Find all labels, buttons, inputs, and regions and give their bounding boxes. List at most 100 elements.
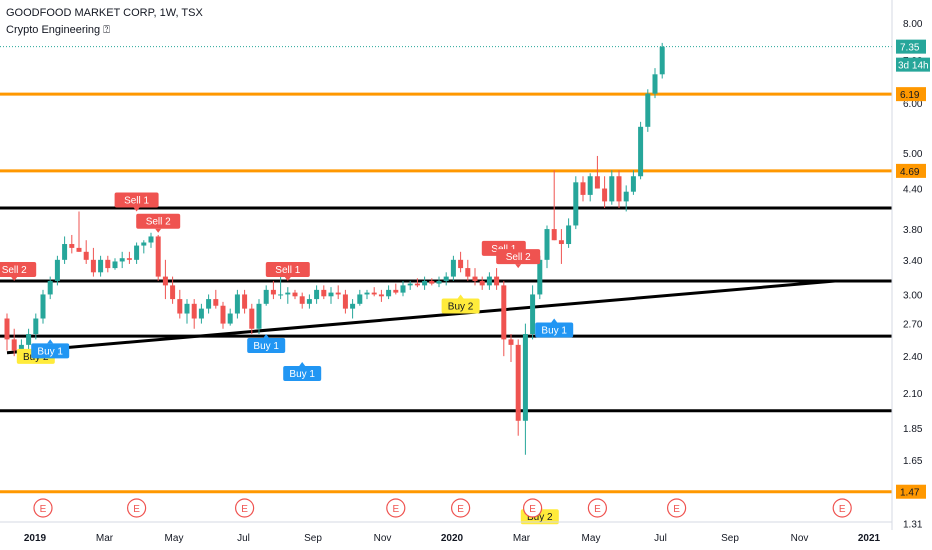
- candle-body: [573, 182, 579, 226]
- candle-body: [429, 280, 435, 284]
- candle-body: [11, 339, 17, 351]
- signal-sell: Sell 2: [136, 213, 181, 233]
- signal-buy1: Buy 1: [535, 318, 574, 338]
- candle-body: [407, 283, 413, 286]
- x-tick-label: May: [165, 533, 184, 544]
- x-tick-label: 2019: [24, 533, 47, 544]
- earnings-letter: E: [529, 504, 536, 515]
- indicator-name[interactable]: Crypto Engineering ⍰: [6, 24, 110, 36]
- earnings-circle: [522, 498, 543, 518]
- candle-body: [494, 276, 500, 286]
- candle-body: [501, 285, 507, 340]
- signal-pointer: [551, 318, 558, 323]
- candle-body: [4, 318, 10, 340]
- y-tick-label: 1.85: [903, 424, 923, 435]
- x-tick-label: May: [582, 533, 601, 544]
- signal-badge: [265, 261, 310, 277]
- signal-badge: [31, 343, 70, 359]
- level-badge: [896, 87, 926, 102]
- y-tick-label: 4.40: [903, 185, 923, 196]
- candle-body: [623, 191, 629, 202]
- candle-body: [616, 176, 622, 202]
- earnings-circle: [832, 498, 852, 518]
- earnings-circle: [587, 498, 608, 518]
- earnings-letter: E: [673, 504, 680, 515]
- earnings-letter: E: [594, 504, 601, 515]
- signal-label: Sell 1: [275, 265, 300, 276]
- candle-body: [414, 283, 420, 286]
- signal-badge: [114, 192, 159, 208]
- candle-body: [155, 236, 161, 277]
- signal-pointer: [299, 361, 306, 366]
- candle-body: [530, 294, 536, 335]
- earnings-marker: E: [522, 498, 543, 518]
- signal-sell: Sell 1: [114, 192, 159, 212]
- candle-body: [486, 276, 492, 286]
- signal-badge: [247, 338, 286, 354]
- candle-body: [508, 339, 514, 345]
- candle-body: [184, 303, 190, 314]
- x-tick-label: Nov: [791, 533, 809, 544]
- trendline: [6, 279, 836, 355]
- earnings-letter: E: [392, 504, 399, 515]
- y-tick-label: 1.31: [903, 520, 923, 531]
- x-tick-label: Jul: [654, 533, 667, 544]
- candle-body: [515, 344, 521, 421]
- signal-pointer: [515, 264, 522, 269]
- candle-body: [422, 280, 428, 286]
- signal-label: Buy 1: [541, 326, 567, 337]
- signal-buy1: Buy 1: [31, 339, 70, 359]
- earnings-circle: [451, 498, 471, 518]
- candle-body: [328, 292, 334, 297]
- earnings-marker: E: [235, 498, 255, 518]
- candle-body: [54, 259, 60, 281]
- candle-body: [263, 289, 269, 304]
- level-badge-text: 6.19: [900, 90, 920, 101]
- candle-body: [335, 292, 341, 295]
- earnings-circle: [33, 498, 53, 518]
- signal-label: Sell 1: [124, 195, 149, 206]
- candle-body: [26, 334, 32, 345]
- price-axis: 8.007.006.005.004.403.803.403.002.702.40…: [0, 0, 930, 531]
- level-badge: [896, 484, 926, 499]
- candle-body: [126, 258, 132, 260]
- candle-body: [270, 289, 276, 295]
- earnings-letter: E: [241, 504, 248, 515]
- candle-body: [378, 294, 384, 297]
- earnings-marker: E: [587, 498, 608, 518]
- candle-body: [386, 289, 392, 297]
- candle-body: [206, 299, 212, 309]
- signal-badge: [136, 213, 181, 229]
- x-tick-label: Sep: [721, 533, 739, 544]
- earnings-marker: E: [127, 498, 147, 518]
- candle-body: [177, 299, 183, 314]
- candle-body: [630, 176, 636, 192]
- signal-label: Sell 2: [2, 265, 27, 276]
- earnings-letter: E: [457, 504, 464, 515]
- signal-label: Buy 1: [289, 369, 315, 380]
- candle-body: [112, 261, 118, 269]
- signal-sell: Sell 2: [496, 249, 541, 269]
- candle-body: [234, 294, 240, 314]
- earnings-marker: E: [386, 498, 406, 518]
- countdown-text: 3d 14h: [898, 61, 929, 72]
- candle-body: [69, 244, 75, 248]
- earnings-circle: [235, 498, 255, 518]
- countdown-badge: [896, 57, 930, 72]
- earnings-circle: [127, 498, 147, 518]
- candle-body: [659, 46, 665, 75]
- signal-pointer: [47, 339, 54, 344]
- candle-body: [522, 334, 528, 421]
- signal-badge: [496, 249, 541, 265]
- level-badge-text: 4.69: [900, 167, 920, 178]
- candle-body: [98, 259, 104, 273]
- candle-body: [40, 294, 46, 319]
- y-tick-label: 1.65: [903, 456, 923, 467]
- candle-body: [443, 276, 449, 281]
- x-tick-label: Mar: [96, 533, 114, 544]
- candle-body: [170, 285, 176, 300]
- time-axis: 2019 Mar May Jul Sep Nov 2020 Mar May Jul Sep Nov 20…: [24, 533, 881, 544]
- earnings-marker: E: [451, 498, 471, 518]
- chart-title: GOODFOOD MARKET CORP, 1W, TSX: [6, 7, 203, 19]
